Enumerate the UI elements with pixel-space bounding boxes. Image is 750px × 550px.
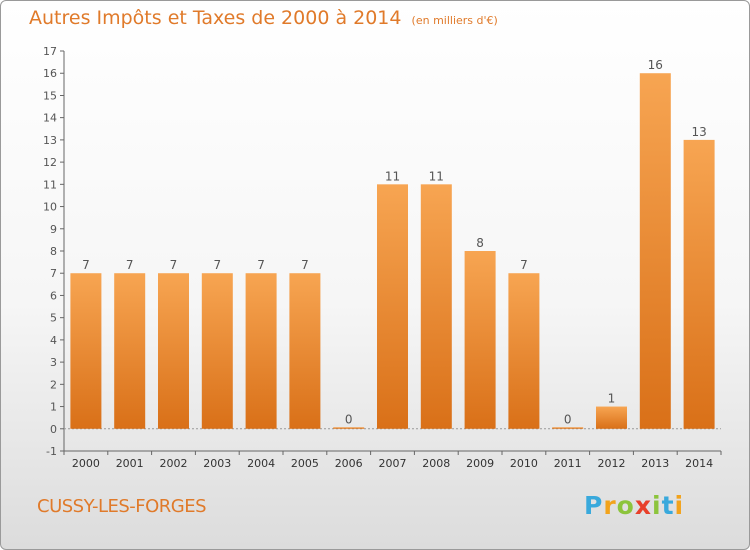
- x-tick-label: 2011: [554, 457, 582, 470]
- bar: [596, 406, 627, 429]
- y-tick-label: 1: [50, 401, 57, 414]
- bar: [70, 273, 102, 429]
- x-tick-label: 2008: [422, 457, 450, 470]
- chart-subtitle: (en milliers d'€): [411, 14, 498, 27]
- y-tick-label: 13: [43, 134, 57, 147]
- data-label: 11: [385, 169, 400, 183]
- bar: [114, 273, 146, 429]
- y-tick-label: -1: [46, 445, 57, 458]
- data-label: 0: [345, 412, 353, 426]
- data-label: 7: [82, 258, 90, 272]
- x-tick-label: 2014: [685, 457, 713, 470]
- y-tick-label: 8: [50, 245, 57, 258]
- x-tick-label: 2006: [335, 457, 363, 470]
- y-tick-label: 9: [50, 223, 57, 236]
- data-label: 16: [648, 58, 663, 72]
- y-tick-label: 4: [50, 334, 57, 347]
- logo-letter: i: [652, 491, 662, 520]
- y-tick-label: 0: [50, 423, 57, 436]
- chart-title-text: Autres Impôts et Taxes de 2000 à 2014: [29, 7, 402, 29]
- place-name: CUSSY-LES-FORGES: [37, 496, 207, 517]
- y-tick-label: 11: [43, 178, 57, 191]
- logo-letter: P: [584, 491, 604, 520]
- x-tick-label: 2010: [510, 457, 538, 470]
- y-tick-label: 6: [50, 289, 57, 302]
- bar: [201, 273, 233, 429]
- x-tick-label: 2009: [466, 457, 494, 470]
- data-label: 1: [608, 392, 616, 406]
- data-label: 7: [126, 258, 134, 272]
- chart-title: Autres Impôts et Taxes de 2000 à 2014 (e…: [29, 7, 498, 29]
- proxiti-logo: Proxiti: [584, 491, 684, 520]
- data-label: 7: [213, 258, 221, 272]
- bar: [333, 427, 365, 429]
- x-tick-label: 2001: [116, 457, 144, 470]
- y-tick-label: 10: [43, 201, 57, 214]
- logo-letter: i: [674, 491, 685, 520]
- bar: [289, 273, 321, 429]
- bar: [377, 184, 408, 429]
- data-label: 7: [257, 258, 265, 272]
- y-tick-label: 5: [50, 312, 57, 325]
- y-tick-label: 7: [50, 267, 57, 280]
- x-tick-label: 2004: [247, 457, 275, 470]
- y-tick-label: 17: [43, 45, 57, 58]
- bar: [683, 139, 715, 429]
- data-label: 0: [564, 412, 572, 426]
- logo-letter: o: [616, 491, 635, 520]
- bar: [639, 73, 671, 429]
- y-tick-label: 14: [43, 112, 57, 125]
- bar: [158, 273, 189, 429]
- data-label: 8: [476, 236, 484, 250]
- y-tick-label: 2: [50, 378, 57, 391]
- y-tick-label: 15: [43, 89, 57, 102]
- y-tick-label: 12: [43, 156, 57, 169]
- x-tick-label: 2003: [203, 457, 231, 470]
- x-tick-label: 2012: [598, 457, 626, 470]
- y-tick-label: 3: [50, 356, 57, 369]
- data-label: 11: [429, 169, 444, 183]
- bar: [552, 427, 584, 429]
- logo-letter: x: [634, 491, 652, 520]
- data-label: 13: [691, 125, 706, 139]
- data-label: 7: [170, 258, 178, 272]
- logo-letter: t: [661, 491, 675, 520]
- x-tick-label: 2002: [160, 457, 188, 470]
- bar: [245, 273, 277, 429]
- y-tick-label: 16: [43, 67, 57, 80]
- x-tick-label: 2000: [72, 457, 100, 470]
- data-label: 7: [301, 258, 309, 272]
- bar: [420, 184, 452, 429]
- logo-letter: r: [603, 491, 617, 520]
- bar: [464, 251, 496, 429]
- bar: [508, 273, 540, 429]
- data-label: 7: [520, 258, 528, 272]
- x-tick-label: 2007: [379, 457, 407, 470]
- x-tick-label: 2005: [291, 457, 319, 470]
- x-tick-label: 2013: [641, 457, 669, 470]
